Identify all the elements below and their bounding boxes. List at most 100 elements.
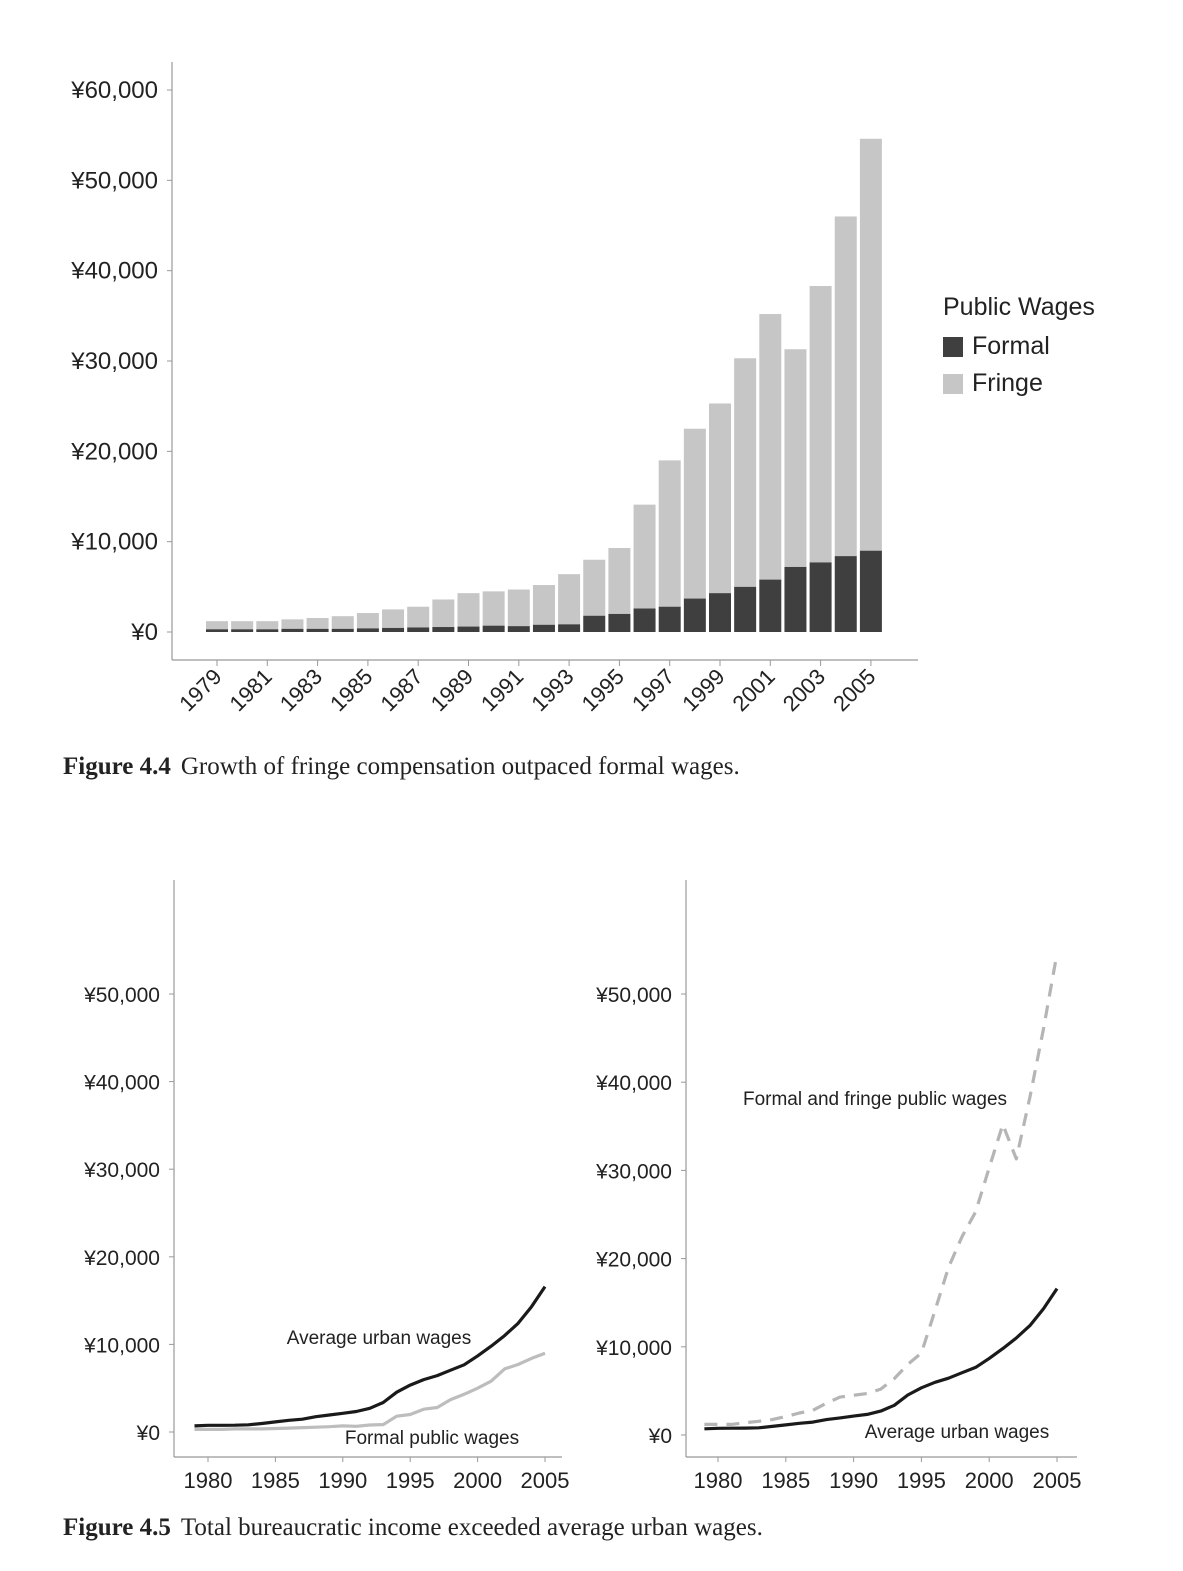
bar-fringe-1985 [356,613,379,629]
series-line-formal-and-fringe-public-wages [704,953,1059,1427]
legend-swatch-formal [943,336,963,357]
line-chart-urban-vs-formal: ¥0 ¥10,000 ¥20,000 ¥30,000 ¥40,000 ¥50,000 198… [83,880,570,1493]
bar-formal-2000 [734,586,757,632]
bar-fringe-1980 [231,621,254,630]
figure-4-5-caption: Figure 4.5 Total bureaucratic income exce… [63,1514,763,1542]
bar-fringe-1995 [608,547,631,614]
y-tick-label: ¥20,000 [595,1249,672,1272]
annotation-label: Formal and fringe public wages [743,1089,1007,1110]
x-tick-label: 1980 [694,1468,743,1493]
y-tick-label: ¥20,000 [70,438,158,465]
x-tick-label: 2005 [521,1468,570,1493]
figure-4-4-caption: Figure 4.4 Growth of fringe compensation … [63,753,740,781]
annotation-label: Average urban wages [287,1328,472,1349]
bar-formal-1989 [457,626,480,632]
x-tick-label: 1995 [386,1468,435,1493]
bar-formal-2004 [834,556,857,632]
bar-formal-2001 [759,579,782,632]
bar-fringe-1979 [206,621,228,630]
x-tick-label: 1995 [897,1468,946,1493]
legend-swatch-fringe [943,373,963,394]
x-tick-label: 1981 [225,664,277,716]
bar-formal-1992 [532,624,555,632]
bar-fringe-1986 [382,609,405,628]
bar-formal-1986 [382,627,405,632]
y-tick-label: ¥10,000 [595,1337,672,1360]
legend-item-fringe: Fringe [943,369,1095,398]
x-tick-label: 2000 [965,1468,1014,1493]
bar-fringe-1988 [432,599,455,628]
bar-fringe-2004 [834,216,857,557]
bar-fringe-2002 [784,349,807,567]
x-tick-label: 1991 [476,664,528,716]
x-tick-label: 2005 [1033,1468,1082,1493]
y-tick-label: ¥30,000 [70,348,158,375]
x-tick-label: 1990 [318,1468,367,1493]
caption-text: Growth of fringe compensation outpaced f… [180,753,740,780]
bar-fringe-2000 [734,358,757,587]
x-tick-label: 2001 [728,664,780,716]
x-tick-label: 1995 [577,664,629,716]
series-line-formal-public-wages [194,1351,546,1432]
caption-label: Figure 4.4 [63,753,171,780]
bar-formal-1993 [558,624,581,632]
bar-fringe-1999 [709,403,731,594]
bar-fringe-1984 [331,616,354,629]
y-tick-label: ¥40,000 [595,1072,672,1095]
legend-label-fringe: Fringe [972,369,1043,397]
bar-fringe-1993 [558,574,581,625]
bar-fringe-1987 [407,606,430,628]
line-chart-total-vs-urban: ¥0 ¥10,000 ¥20,000 ¥30,000 ¥40,000 ¥50,000 198… [595,880,1082,1493]
bar-chart-public-wages: ¥0 ¥10,000 ¥20,000 ¥30,000 ¥40,000 ¥50,000 ¥60… [70,62,918,716]
y-tick-label: ¥0 [136,1422,160,1445]
figure-4-5: ¥0 ¥10,000 ¥20,000 ¥30,000 ¥40,000 ¥50,000 198… [0,855,1183,1541]
x-tick-label: 1987 [375,664,427,716]
x-tick-label: 1993 [526,664,578,716]
x-tick-label: 1990 [829,1468,878,1493]
y-tick-label: ¥50,000 [595,984,672,1007]
bar-fringe-1982 [281,619,304,629]
bar-fringe-2005 [859,138,882,551]
x-tick-label: 1985 [761,1468,810,1493]
y-tick-label: ¥10,000 [83,1334,160,1357]
bar-formal-1994 [583,615,606,632]
bar-formal-1995 [608,613,631,632]
x-tick-label: 1983 [275,664,327,716]
y-tick-label: ¥30,000 [83,1159,160,1182]
legend-label-formal: Formal [972,332,1050,360]
y-tick-label: ¥40,000 [70,258,158,285]
bar-formal-1990 [482,625,505,632]
bar-formal-1982 [281,628,304,632]
bar-fringe-1998 [683,428,706,599]
bar-formal-2002 [784,566,807,632]
x-tick-label: 1985 [325,664,377,716]
bar-fringe-1990 [482,591,505,626]
bar-formal-1998 [683,598,706,632]
bar-fringe-1997 [658,460,681,607]
bar-formal-1987 [407,627,430,632]
y-tick-label: ¥60,000 [70,77,158,104]
y-tick-label: ¥40,000 [83,1072,160,1095]
bar-fringe-1983 [306,617,329,629]
chart-legend: Public Wages Formal Fringe [943,293,1095,406]
bar-formal-1988 [432,627,455,632]
caption-label: Figure 4.5 [63,1514,171,1541]
bar-formal-1984 [331,628,354,632]
bar-formal-1980 [231,629,254,632]
bar-fringe-1994 [583,559,606,616]
x-tick-label: 1979 [174,664,226,716]
bar-fringe-1991 [507,589,530,627]
series-line-average-urban-wages [194,1285,547,1428]
bar-fringe-1989 [457,593,480,627]
x-tick-label: 2005 [828,664,880,716]
bar-formal-1999 [709,593,731,632]
y-tick-label: ¥50,000 [70,167,158,194]
y-tick-label: ¥20,000 [83,1247,160,1270]
bar-fringe-2003 [809,286,832,563]
bar-formal-1985 [356,628,379,632]
x-tick-label: 2000 [453,1468,502,1493]
bar-fringe-1981 [256,621,279,630]
x-tick-label: 1999 [677,664,729,716]
bar-formal-1979 [206,629,228,632]
bar-fringe-1996 [633,504,656,609]
